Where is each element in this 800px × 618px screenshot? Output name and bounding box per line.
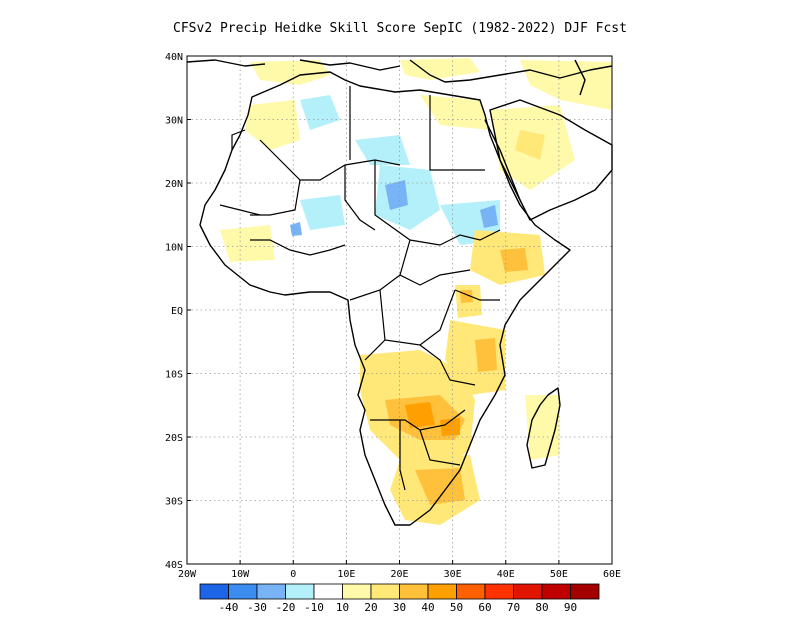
y-tick-label: 10N — [165, 243, 183, 254]
colorbar-swatch — [313, 583, 343, 600]
y-tick-label: 30S — [165, 497, 183, 508]
colorbar-swatch — [541, 583, 571, 600]
y-tick-label: 10S — [165, 370, 183, 381]
y-tick-label: 20S — [165, 433, 183, 444]
x-tick-label: 40E — [497, 569, 515, 580]
colorbar-swatch — [513, 583, 543, 600]
colorbar: -40 -30 -20 -10 10 20 30 40 50 60 70 80 90 — [199, 583, 600, 614]
colorbar-label: -40 — [219, 601, 239, 614]
colorbar-label: 20 — [364, 601, 377, 614]
colorbar-swatch — [342, 583, 372, 600]
colorbar-swatch — [399, 583, 429, 600]
x-axis-ticks: 20W 10W 0 10E 20E 30E 40E 50E 60E — [178, 560, 621, 580]
coastline — [186, 59, 613, 526]
colorbar-swatch — [570, 583, 600, 600]
x-tick-label: 20W — [178, 569, 197, 580]
colorbar-label: 10 — [336, 601, 349, 614]
colorbar-swatch — [256, 583, 286, 600]
colorbar-swatch — [456, 583, 486, 600]
y-tick-label: 40N — [165, 52, 183, 63]
y-tick-label: 20N — [165, 179, 183, 190]
colorbar-label: -30 — [247, 601, 267, 614]
x-tick-label: 0 — [290, 569, 296, 580]
colorbar-label: 80 — [535, 601, 548, 614]
colorbar-swatch — [427, 583, 457, 600]
x-tick-label: 20E — [390, 569, 408, 580]
x-tick-label: 60E — [603, 569, 621, 580]
country-borders — [219, 86, 501, 491]
colorbar-label: 30 — [393, 601, 406, 614]
colorbar-swatch — [370, 583, 400, 600]
colorbar-label: 60 — [478, 601, 491, 614]
y-tick-label: 40S — [165, 560, 183, 571]
colorbar-swatch — [199, 583, 229, 600]
map-title: CFSv2 Precip Heidke Skill Score SepIC (1… — [173, 21, 627, 36]
colorbar-label: 90 — [564, 601, 577, 614]
colorbar-label: -20 — [276, 601, 296, 614]
y-tick-label: 30N — [165, 116, 183, 127]
y-tick-label: EQ — [171, 306, 183, 317]
colorbar-label: 70 — [507, 601, 520, 614]
colorbar-label: -10 — [304, 601, 324, 614]
colorbar-swatch — [285, 583, 315, 600]
x-tick-label: 30E — [444, 569, 462, 580]
colorbar-label: 40 — [421, 601, 434, 614]
x-tick-label: 50E — [550, 569, 568, 580]
x-tick-label: 10E — [337, 569, 355, 580]
x-tick-label: 10W — [231, 569, 250, 580]
skill-shading — [220, 58, 612, 525]
colorbar-label: 50 — [450, 601, 463, 614]
colorbar-swatch — [484, 583, 514, 600]
colorbar-swatch — [228, 583, 258, 600]
y-axis-ticks: 40N 30N 20N 10N EQ 10S 20S 30S 40S — [165, 52, 191, 571]
